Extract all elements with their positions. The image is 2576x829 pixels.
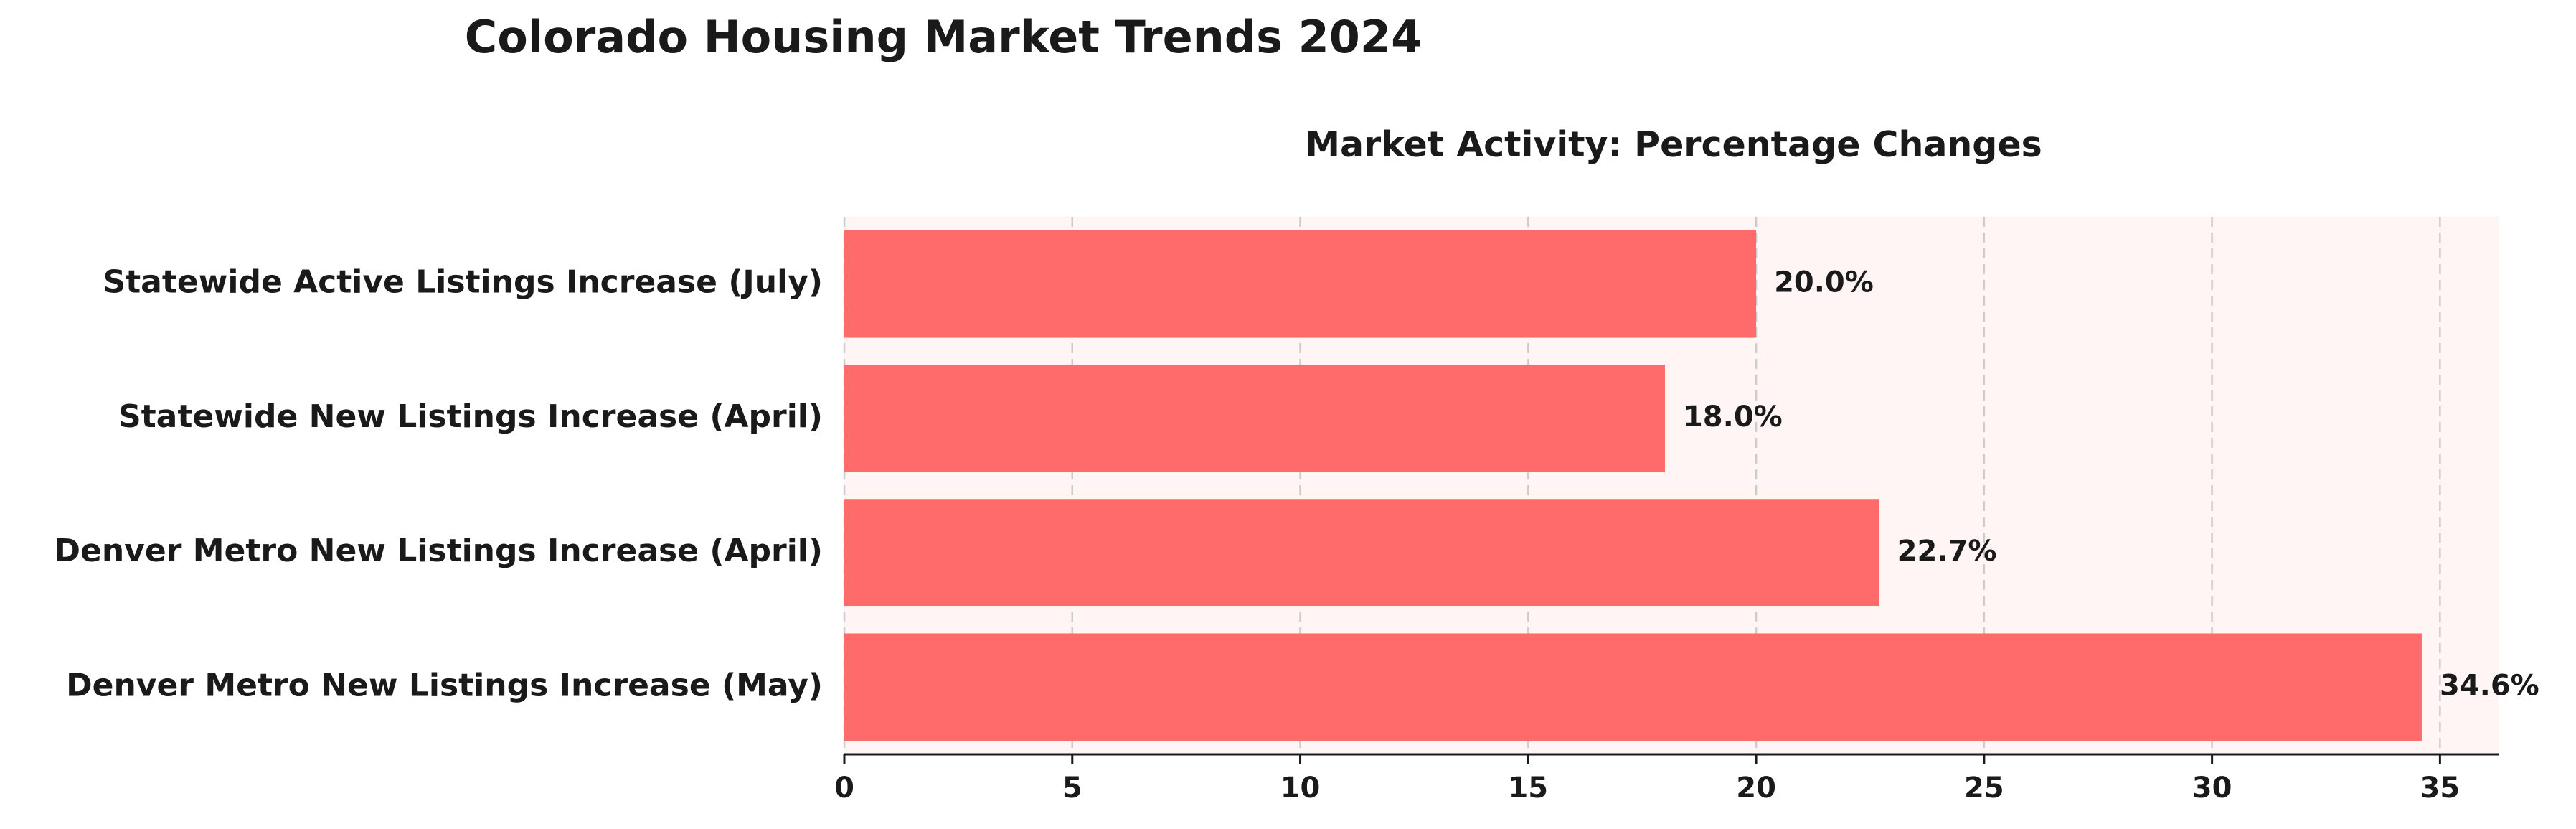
chart-title: Market Activity: Percentage Changes <box>1305 124 2042 165</box>
y-tick-label: Statewide New Listings Increase (April) <box>118 398 823 435</box>
bar-value-label: 18.0% <box>1683 401 1783 434</box>
bar-value-labels: 20.0% 18.0% 22.7% 34.6% <box>1683 266 2539 703</box>
bar <box>844 230 1757 338</box>
bar <box>844 633 2422 741</box>
x-tick-label: 10 <box>1280 772 1321 805</box>
y-tick-label: Denver Metro New Listings Increase (May) <box>66 667 823 703</box>
x-tick-label: 20 <box>1736 772 1776 805</box>
y-tick-label: Statewide Active Listings Increase (July… <box>103 264 823 301</box>
x-tick-label: 30 <box>2192 772 2232 805</box>
y-tick-labels: Statewide Active Listings Increase (July… <box>54 264 823 704</box>
bar-value-label: 20.0% <box>1774 266 1874 299</box>
bar-value-label: 22.7% <box>1897 535 1997 568</box>
x-tick-label: 0 <box>834 772 854 805</box>
y-tick-label: Denver Metro New Listings Increase (Apri… <box>54 533 823 569</box>
x-tick-label: 15 <box>1508 772 1548 805</box>
x-tick-label: 5 <box>1062 772 1082 805</box>
bar-value-label: 34.6% <box>2440 669 2539 702</box>
x-axis-ticks: 0 5 10 15 20 25 30 35 <box>834 754 2460 805</box>
bar <box>844 499 1879 607</box>
bars <box>844 230 2422 741</box>
x-tick-label: 25 <box>1964 772 2004 805</box>
bar <box>844 364 1665 472</box>
x-tick-label: 35 <box>2420 772 2461 805</box>
figure-suptitle: Colorado Housing Market Trends 2024 <box>465 11 1422 63</box>
